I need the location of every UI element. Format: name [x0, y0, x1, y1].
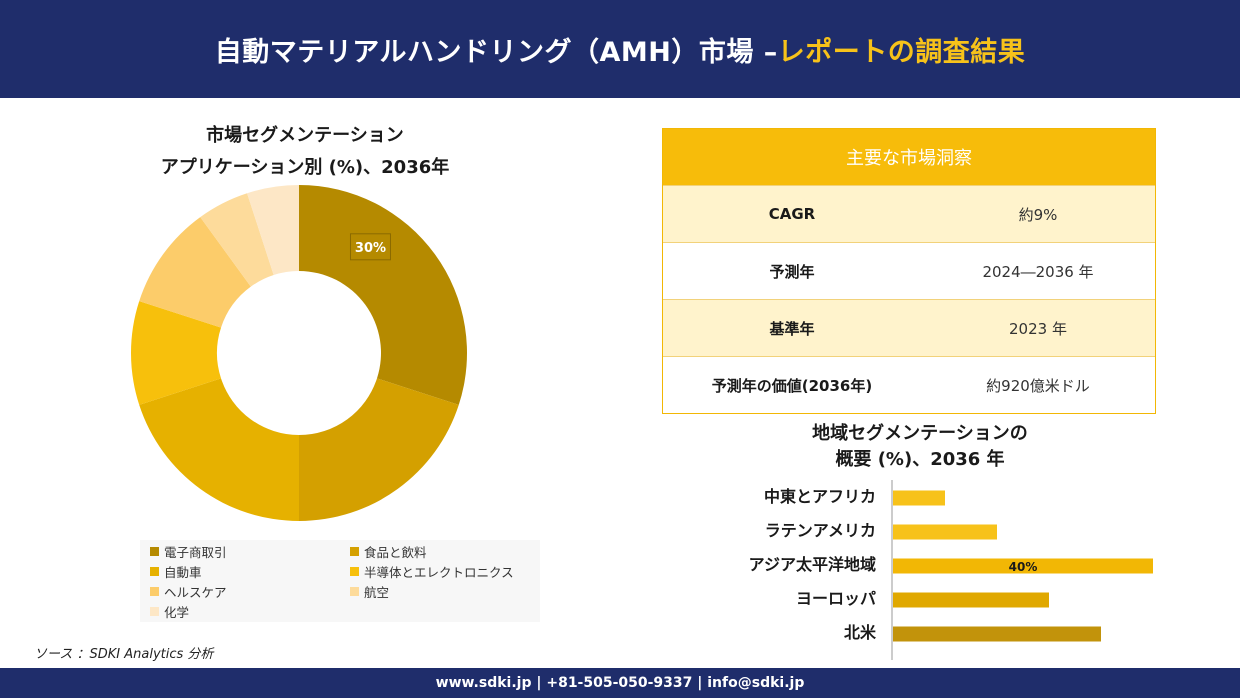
bar	[893, 524, 997, 540]
bar	[893, 558, 1153, 574]
donut-slice	[299, 185, 467, 405]
legend-label: 食品と飲料	[364, 545, 427, 560]
legend-label: 自動車	[164, 565, 202, 580]
bar	[893, 626, 1101, 642]
insights-row: 基準年 2023 年	[663, 299, 1155, 356]
donut-slice	[131, 301, 222, 405]
title-main: 自動マテリアルハンドリング（AMH）市場 –	[214, 36, 778, 68]
insights-label: 予測年の価値(2036年)	[711, 376, 873, 395]
pie-legend: 電子商取引 食品と飲料自動車 半導体とエレクトロニクスヘルスケア 航空化学	[140, 540, 540, 622]
title-accent: レポートの調査結果	[777, 36, 1026, 68]
bar-category-label: 北米	[844, 623, 877, 642]
donut-chart: 30%	[131, 185, 467, 521]
region-chart-title: 地域セグメンテーションの 概要 (%)、2036 年	[720, 421, 1120, 473]
bar-category-label: アジア太平洋地域	[749, 555, 876, 574]
bar-category-label: ラテンアメリカ	[765, 521, 876, 540]
pie-chart-title: 市場セグメンテーション アプリケーション別 (%)、2036年	[100, 120, 510, 184]
data-label-box	[349, 233, 391, 261]
donut-slice	[299, 378, 459, 521]
legend-label: ヘルスケア	[164, 585, 227, 600]
legend-swatch	[150, 587, 159, 596]
insights-label: 基準年	[769, 319, 815, 338]
source-note: ソース ：SDKI Analytics 分析	[34, 647, 214, 662]
legend-swatch	[150, 547, 159, 556]
pie-title-line2: アプリケーション別 (%)、2036年	[160, 157, 450, 178]
legend-label: 電子商取引	[164, 545, 227, 560]
insights-row: CAGR 約9%	[663, 185, 1155, 242]
key-insights-table: 主要な市場洞察 CAGR 約9% 予測年 2024―2036 年 基準年 202…	[662, 128, 1156, 414]
legend-label: 化学	[164, 605, 190, 620]
legend-label: 航空	[364, 585, 390, 600]
insights-header: 主要な市場洞察	[663, 129, 1155, 185]
legend-item: ヘルスケア	[150, 582, 227, 601]
legend-swatch	[150, 567, 159, 576]
footer-contact: www.sdki.jp | +81-505-050-9337 | info@sd…	[0, 668, 1240, 698]
insights-row: 予測年の価値(2036年) 約920億米ドル	[663, 356, 1155, 413]
legend-item: 航空	[350, 582, 389, 601]
insights-row: 予測年 2024―2036 年	[663, 242, 1155, 299]
insights-value: 約9%	[1018, 205, 1058, 224]
legend-label: 半導体とエレクトロニクス	[364, 565, 514, 580]
legend-item: 自動車	[150, 562, 202, 581]
donut-slice	[247, 185, 299, 276]
legend-item: 半導体とエレクトロニクス	[350, 562, 514, 581]
data-label: 30%	[355, 241, 386, 256]
bar	[893, 490, 945, 506]
insights-value: 2023 年	[1009, 319, 1067, 338]
insights-value: 2024―2036 年	[982, 262, 1094, 281]
pie-title-line1: 市場セグメンテーション	[206, 125, 404, 146]
header-banner: 自動マテリアルハンドリング（AMH）市場 –レポートの調査結果	[0, 0, 1240, 98]
insights-value: 約920億米ドル	[986, 376, 1090, 395]
region-title-line2: 概要 (%)、2036 年	[835, 449, 1005, 470]
donut-slice	[139, 378, 299, 521]
bar-category-label: 中東とアフリカ	[764, 487, 876, 506]
bar-category-label: ヨーロッパ	[796, 589, 876, 608]
page-title: 自動マテリアルハンドリング（AMH）市場 –レポートの調査結果	[215, 30, 1026, 69]
insights-label: 予測年	[769, 262, 815, 281]
legend-item: 電子商取引	[150, 542, 227, 561]
legend-swatch	[350, 567, 359, 576]
legend-swatch	[150, 607, 159, 616]
bar	[893, 592, 1049, 608]
legend-item: 食品と飲料	[350, 542, 427, 561]
legend-swatch	[350, 587, 359, 596]
donut-slice	[200, 193, 274, 287]
bar-data-label: 40%	[1009, 560, 1038, 574]
legend-item: 化学	[150, 602, 189, 621]
donut-slice	[139, 217, 251, 328]
insights-label: CAGR	[768, 205, 816, 223]
region-title-line1: 地域セグメンテーションの	[812, 423, 1028, 444]
legend-swatch	[350, 547, 359, 556]
